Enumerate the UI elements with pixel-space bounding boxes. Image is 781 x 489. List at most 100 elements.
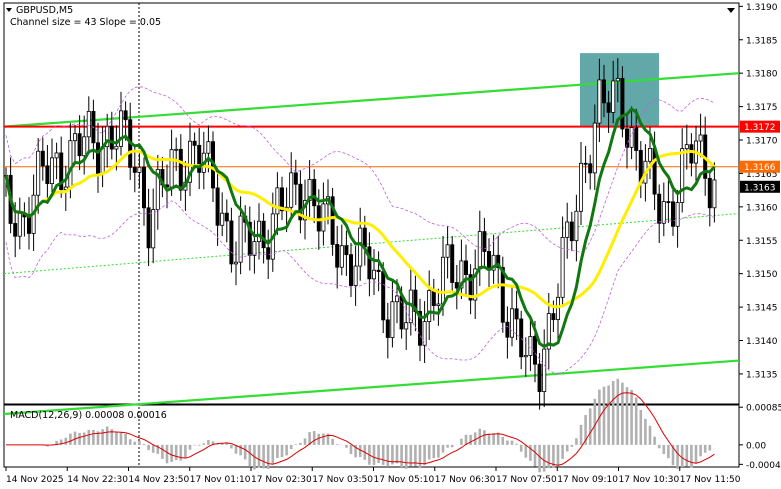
price-axis-label: 1.3175 [746, 103, 778, 113]
candle-body [450, 244, 455, 283]
candle-body [556, 296, 561, 321]
time-axis-label: 17 Nov 05:10 [374, 475, 435, 485]
macd-axis-label: 0.00085 [746, 404, 781, 414]
candle-body [546, 313, 551, 350]
candle-body [63, 186, 68, 190]
current-price-label: 1.3163 [744, 183, 776, 193]
candle-body [528, 336, 533, 356]
candle-body [583, 162, 588, 165]
candle-body [17, 212, 22, 237]
ma-fast-line [4, 107, 716, 349]
candle-body [689, 144, 694, 164]
candle-body [611, 80, 616, 113]
candle-body [335, 244, 340, 268]
candle-body [114, 145, 119, 150]
candle-body [523, 355, 528, 358]
candle-body [224, 212, 229, 222]
candle-body [588, 163, 593, 174]
resistance-price-label: 1.3172 [744, 123, 776, 133]
indicator-label: Channel size = 43 Slope = 0.05 [10, 17, 161, 28]
candle-body [215, 187, 220, 226]
candle-body [54, 152, 59, 159]
time-axis-label: 17 Nov 09:10 [557, 475, 618, 485]
candle-body [151, 209, 156, 249]
candle-body [13, 223, 18, 237]
candle-body [59, 152, 64, 190]
candle-body [671, 201, 676, 227]
candle-body [353, 265, 358, 286]
candle-body [560, 236, 565, 298]
candle-body [574, 210, 579, 242]
price-axis-label: 1.3180 [746, 70, 778, 80]
candle-body [427, 290, 432, 322]
price-axis-label: 1.3135 [746, 370, 778, 380]
candle-body [496, 254, 501, 268]
candle-body [45, 165, 50, 184]
candle-body [344, 245, 349, 256]
entry-price-label: 1.3166 [744, 163, 776, 173]
price-axis-label: 1.3150 [746, 270, 778, 280]
macd-label: MACD(12,26,9) 0.00008 0.00016 [10, 410, 167, 421]
price-axis-label: 1.3185 [746, 36, 778, 46]
candle-body [606, 102, 611, 113]
candle-body [312, 178, 317, 207]
candle-body [233, 261, 238, 265]
candle-body [109, 125, 114, 150]
price-axis-label: 1.3165 [746, 170, 778, 180]
candle-body [634, 127, 639, 151]
candle-body [579, 162, 584, 212]
candle-body [348, 254, 353, 286]
candle-body [141, 166, 146, 209]
candle-body [275, 187, 280, 215]
candle-body [367, 246, 372, 280]
candle-body [404, 322, 409, 330]
candle-body [712, 179, 717, 209]
candle-body [473, 268, 478, 301]
symbol-label: GBPUSD,M5 [16, 5, 73, 16]
candle-body [509, 308, 514, 338]
current-price-tag [740, 180, 780, 193]
candle-body [197, 144, 202, 173]
candle-body [82, 136, 87, 157]
price-axis-label: 1.3145 [746, 304, 778, 314]
macd-axis-label: 0.00 [746, 441, 766, 451]
candle-body [625, 128, 630, 148]
symbol-collapse-icon[interactable] [6, 8, 12, 12]
candle-body [26, 216, 31, 234]
candle-body [680, 148, 685, 203]
chart-scroll-icon[interactable] [727, 8, 735, 13]
candle-body [468, 274, 473, 301]
candle-body [463, 260, 468, 276]
candle-body [293, 172, 298, 185]
time-axis-label: 17 Nov 01:10 [190, 475, 251, 485]
candle-body [73, 133, 78, 142]
main-plot-frame [3, 2, 740, 405]
candle-body [252, 241, 257, 256]
candle-body [385, 319, 390, 338]
candle-body [422, 321, 427, 346]
candle-body [417, 311, 422, 346]
candle-body [477, 231, 482, 270]
candle-body [551, 313, 556, 321]
channel-mid-line [3, 213, 740, 275]
candle-body [445, 244, 450, 258]
candle-body [569, 221, 574, 242]
candle-body [238, 215, 243, 263]
candle-body [684, 144, 689, 150]
candle-body [371, 269, 376, 280]
candle-body [482, 231, 487, 252]
candle-body [602, 79, 607, 104]
macd-axis-label: -0.00044 [746, 461, 781, 471]
candle-body [620, 78, 625, 130]
candle-body [565, 221, 570, 238]
candle-body [519, 318, 524, 358]
candle-body [675, 202, 680, 227]
candle-body [330, 196, 335, 245]
price-axis-label: 1.3190 [746, 3, 778, 13]
time-axis-label: 17 Nov 10:30 [619, 475, 680, 485]
candle-body [542, 348, 547, 392]
candle-body [459, 260, 464, 289]
candle-body [187, 140, 192, 183]
